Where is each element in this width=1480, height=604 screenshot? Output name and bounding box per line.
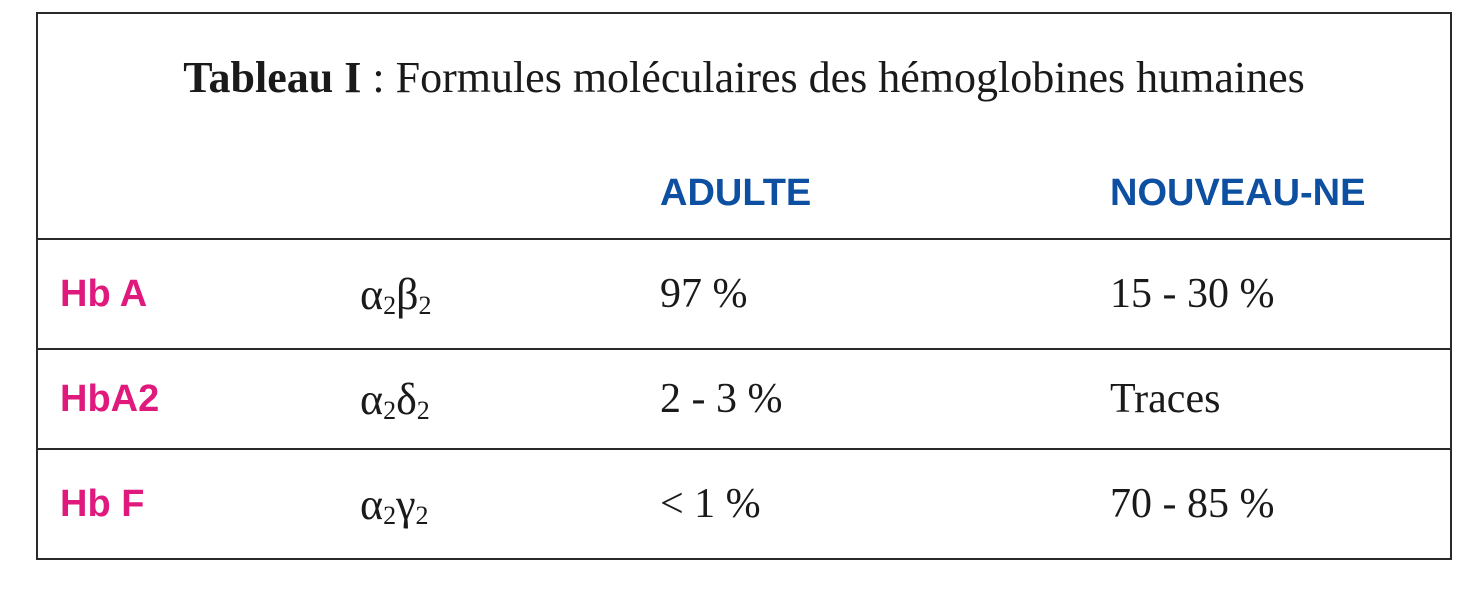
header-divider (38, 238, 1450, 240)
formula-alpha-subscript: 2 (383, 396, 397, 425)
formula-chain: δ (396, 374, 417, 424)
formula-chain: β (396, 269, 419, 319)
caption-text: Formules moléculaires des hémoglobines h… (395, 53, 1305, 102)
row-adult-value: 97 % (660, 271, 748, 317)
formula-alpha: α (360, 479, 384, 529)
table-caption: Tableau I : Formules moléculaires des hé… (38, 52, 1450, 103)
formula-alpha-subscript: 2 (383, 501, 397, 530)
caption-label: Tableau I (183, 53, 362, 102)
caption-separator: : (361, 53, 396, 102)
formula-chain: γ (396, 479, 416, 529)
row-adult-value: < 1 % (660, 481, 761, 527)
row-newborn-value: 15 - 30 % (1110, 271, 1275, 317)
row-adult-value: 2 - 3 % (660, 376, 783, 422)
row-newborn-value: 70 - 85 % (1110, 481, 1275, 527)
formula-alpha: α (360, 374, 384, 424)
formula-alpha: α (360, 269, 384, 319)
column-header-newborn: NOUVEAU-NE (1110, 172, 1366, 214)
formula-chain-subscript: 2 (416, 396, 430, 425)
row-name: Hb F (60, 482, 145, 525)
formula-alpha-subscript: 2 (383, 291, 397, 320)
row-name: HbA2 (60, 377, 160, 420)
hemoglobin-table: Tableau I : Formules moléculaires des hé… (36, 12, 1452, 560)
row-name: Hb A (60, 272, 148, 315)
formula-chain-subscript: 2 (415, 501, 429, 530)
column-header-adult: ADULTE (660, 172, 812, 214)
row-divider (38, 348, 1450, 350)
row-newborn-value: Traces (1110, 376, 1221, 422)
row-divider (38, 448, 1450, 450)
formula-chain-subscript: 2 (418, 291, 432, 320)
